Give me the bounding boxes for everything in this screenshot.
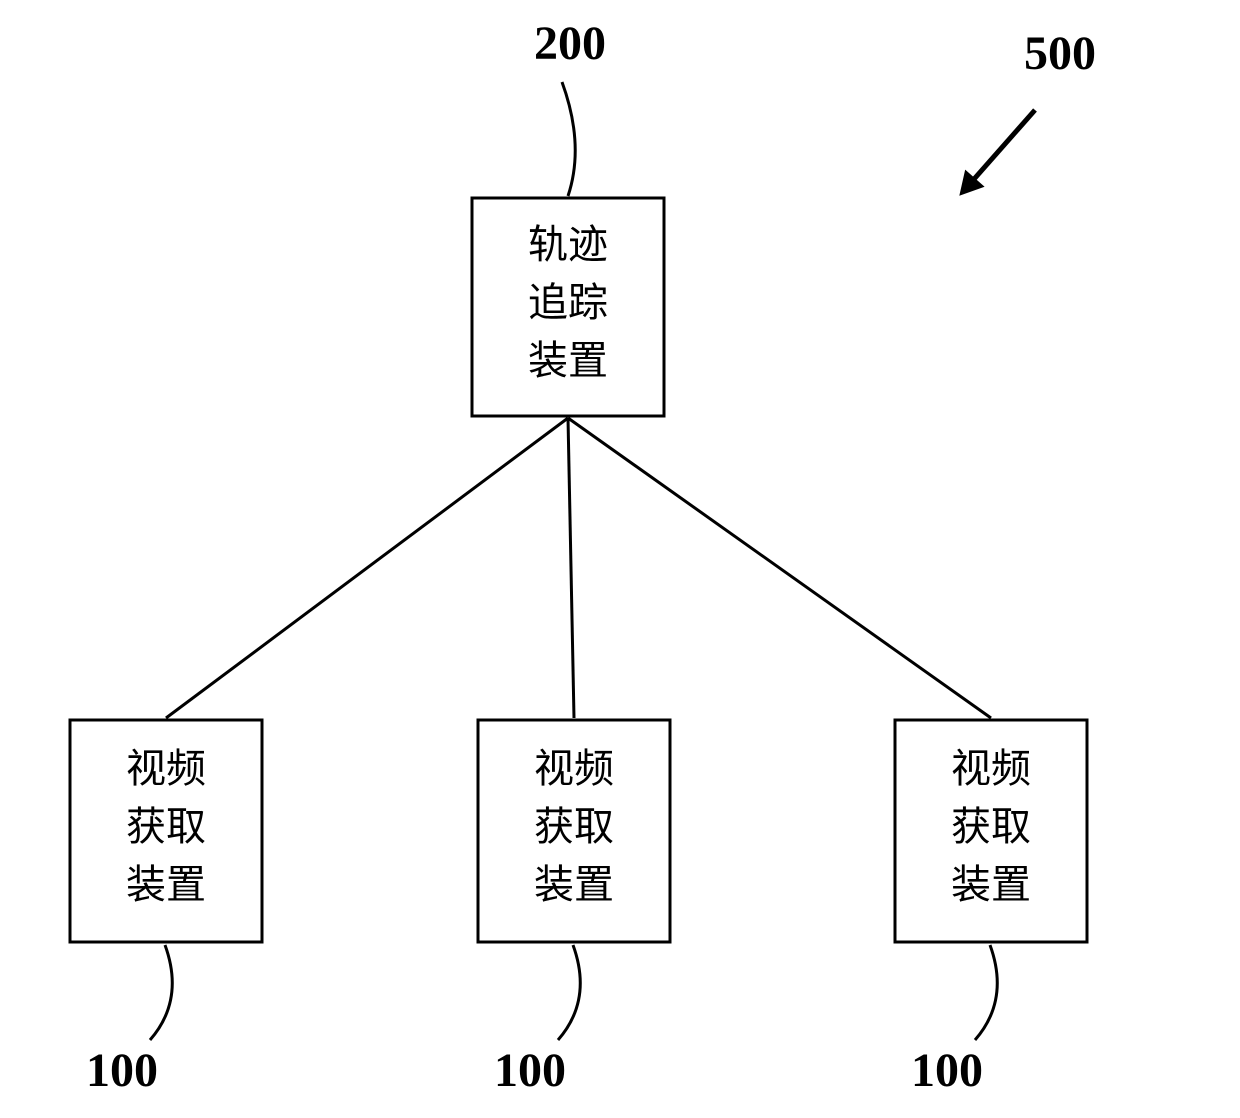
top-box-leader [562, 82, 575, 196]
top-box-ref-label: 200 [534, 17, 606, 70]
connector-line [568, 418, 991, 718]
child-box-leader [150, 945, 172, 1040]
top-box-line-2: 追踪 [528, 280, 608, 325]
child-box-line: 视频 [126, 746, 206, 791]
child-box-line: 获取 [534, 804, 614, 849]
child-box-line: 装置 [534, 862, 614, 907]
child-box-leader [558, 945, 580, 1040]
child-box-ref-label: 100 [494, 1044, 566, 1097]
child-box-line: 获取 [951, 804, 1031, 849]
child-box-line: 视频 [951, 746, 1031, 791]
child-box-line: 视频 [534, 746, 614, 791]
child-box-ref-label: 100 [86, 1044, 158, 1097]
child-box-line: 获取 [126, 804, 206, 849]
video-acquisition-device-node: 视频获取装置 100 [478, 720, 670, 1097]
diagram-ref-label: 500 [1024, 27, 1096, 80]
video-acquisition-device-node: 视频获取装置 100 [895, 720, 1087, 1097]
children-group: 视频获取装置 100 视频获取装置 100 视频获取装置 100 [70, 720, 1087, 1097]
connector-line [568, 418, 574, 718]
connector-line [166, 418, 568, 718]
diagram-ref-arrow-line [975, 110, 1035, 179]
child-box-ref-label: 100 [911, 1044, 983, 1097]
trajectory-tracking-device-node: 轨迹 追踪 装置 [472, 198, 664, 416]
child-box-line: 装置 [126, 862, 206, 907]
connectors-group [166, 418, 991, 718]
top-box-line-1: 轨迹 [528, 222, 608, 267]
child-box-line: 装置 [951, 862, 1031, 907]
top-box-line-3: 装置 [528, 338, 608, 383]
diagram-ref: 500 [960, 27, 1096, 195]
video-acquisition-device-node: 视频获取装置 100 [70, 720, 262, 1097]
diagram-canvas: 轨迹 追踪 装置 200 500 视频获取装置100视频获取装置100视频获取装… [0, 0, 1240, 1118]
child-box-leader [975, 945, 997, 1040]
